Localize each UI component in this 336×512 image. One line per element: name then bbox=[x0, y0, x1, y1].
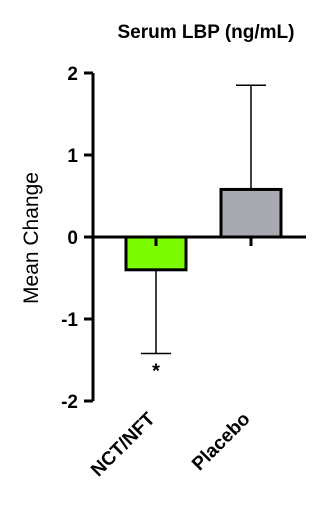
y-axis-label: Mean Change bbox=[20, 172, 43, 304]
y-tick-label: 2 bbox=[67, 64, 78, 85]
x-axis: NCT/NFT Placebo bbox=[87, 235, 306, 481]
bar bbox=[219, 187, 283, 239]
x-tick-label: NCT/NFT bbox=[87, 408, 160, 481]
bars: * bbox=[124, 84, 283, 382]
chart-title: Serum LBP (ng/mL) bbox=[118, 22, 295, 43]
y-axis: -2 -1 0 1 2 bbox=[61, 64, 95, 413]
significance-marker: * bbox=[152, 360, 160, 382]
y-tick-label: -2 bbox=[61, 392, 78, 413]
y-tick-label: 1 bbox=[67, 146, 78, 167]
x-tick-label: Placebo bbox=[188, 409, 254, 475]
y-tick-label: 0 bbox=[67, 228, 78, 249]
y-tick-label: -1 bbox=[61, 310, 78, 331]
